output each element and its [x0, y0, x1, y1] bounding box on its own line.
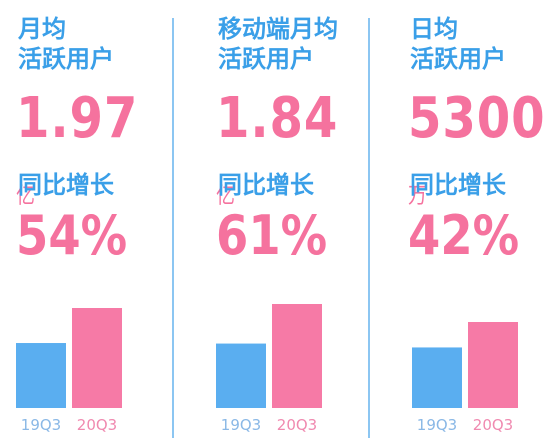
metric-column-dau: 日均 活跃用户 5300 万 同比增长 42% 19Q3 20Q3: [370, 0, 548, 446]
growth-label: 同比增长: [18, 171, 114, 199]
metric-title: 月均 活跃用户: [18, 15, 114, 73]
tick-label-19q3: 19Q3: [21, 416, 61, 434]
metric-column-mobile-mau: 移动端月均 活跃用户 1.84 亿 同比增长 61% 19Q3 20Q3: [174, 0, 370, 446]
column-divider-2: [368, 18, 370, 438]
metric-unit: 万: [408, 184, 427, 209]
growth-value: 54%: [16, 204, 128, 267]
tick-label-19q3: 19Q3: [417, 416, 457, 434]
metric-title: 日均 活跃用户: [410, 15, 506, 73]
bar-chart-mobile-mau: 19Q3 20Q3: [216, 304, 322, 434]
metric-value: 1.97 亿: [16, 86, 152, 230]
metric-unit: 亿: [216, 184, 235, 209]
bar-19q3: [216, 343, 266, 408]
tick-label-20q3: 20Q3: [473, 416, 513, 434]
metric-value: 1.84 亿: [216, 86, 348, 230]
bar-19q3: [412, 347, 462, 408]
metric-value-number: 1.97: [16, 86, 139, 151]
bar-chart-dau: 19Q3 20Q3: [412, 322, 518, 434]
metric-column-mau: 月均 活跃用户 1.97 亿 同比增长 54% 19Q3 20Q3: [0, 0, 174, 446]
growth-value: 61%: [216, 204, 328, 267]
metric-value: 5300 万: [408, 86, 545, 230]
growth-label: 同比增长: [410, 171, 506, 199]
metric-unit: 亿: [16, 184, 35, 209]
metric-value-number: 1.84: [216, 86, 339, 151]
tick-label-19q3: 19Q3: [221, 416, 261, 434]
tick-label-20q3: 20Q3: [277, 416, 317, 434]
growth-label: 同比增长: [218, 171, 314, 199]
bar-20q3: [468, 322, 518, 408]
metric-title: 移动端月均 活跃用户: [218, 15, 338, 73]
bar-20q3: [72, 308, 122, 408]
tick-label-20q3: 20Q3: [77, 416, 117, 434]
metric-value-number: 5300: [408, 86, 546, 151]
growth-value: 42%: [408, 204, 520, 267]
column-divider-1: [172, 18, 174, 438]
bar-20q3: [272, 304, 322, 408]
bar-chart-mau: 19Q3 20Q3: [16, 308, 122, 434]
bar-19q3: [16, 343, 66, 408]
